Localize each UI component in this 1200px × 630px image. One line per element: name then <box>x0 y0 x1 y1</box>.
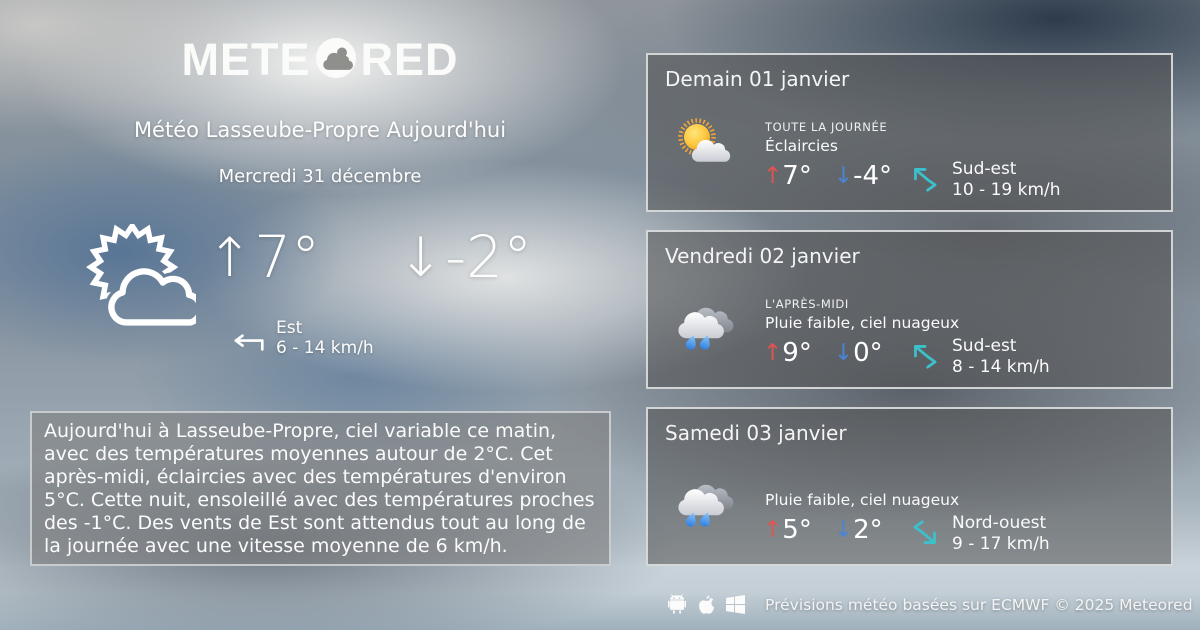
forecast-temp-max: 9° <box>782 338 812 368</box>
today-temp-max: ↑ 7° <box>207 223 321 291</box>
forecast-wind-speed: 10 - 19 km/h <box>952 180 1061 200</box>
wind-direction-southeast-icon <box>914 168 937 192</box>
down-arrow-icon: ↓ <box>833 163 854 189</box>
today-wind-direction: Est <box>276 318 303 338</box>
forecast-card-title: Demain 01 janvier <box>665 67 850 91</box>
android-icon <box>668 594 686 614</box>
page-title: Météo Lasseube-Propre Aujourd'hui <box>133 118 507 142</box>
forecast-temp-max: 7° <box>782 161 812 191</box>
sun-cloud-outline-icon <box>84 221 196 330</box>
weather-summary-text: Aujourd'hui à Lasseube-Propre, ciel vari… <box>30 411 611 567</box>
forecast-wind-speed: 8 - 14 km/h <box>952 357 1050 377</box>
forecast-condition: Pluie faible, ciel nuageux <box>765 491 960 509</box>
forecast-temp-min: 0° <box>853 338 883 368</box>
up-arrow-icon: ↑ <box>763 163 783 189</box>
apple-icon <box>699 595 714 614</box>
forecast-card-saturday: Samedi 03 janvier Pluie faible, ciel nua… <box>646 407 1173 566</box>
down-arrow-icon: ↓ <box>398 226 444 289</box>
wind-direction-southeast-icon <box>914 345 937 369</box>
wind-direction-east-icon <box>234 334 264 351</box>
up-arrow-icon: ↑ <box>763 517 783 543</box>
forecast-period-label: TOUTE LA JOURNÉE <box>765 120 888 134</box>
logo-cloud-speech-bubble-icon <box>313 37 359 83</box>
meteored-logo: METE RED <box>0 34 640 86</box>
forecast-card-title: Vendredi 02 janvier <box>665 244 860 268</box>
forecast-temp-max: 5° <box>782 515 812 545</box>
forecast-wind: Nord-ouest 9 - 17 km/h <box>908 513 1050 555</box>
current-date: Mercredi 31 décembre <box>218 166 422 187</box>
forecast-wind-speed: 9 - 17 km/h <box>952 534 1050 554</box>
today-wind-speed: 6 - 14 km/h <box>276 338 374 358</box>
forecast-temps: ↑ 9° ↓ 0° <box>763 339 883 368</box>
forecast-card-tomorrow: Demain 01 janvier TOUTE LA JOURNÉE Éclai… <box>646 53 1173 212</box>
rain-cloud-icon <box>672 294 738 354</box>
logo-text-left: METE <box>181 34 311 85</box>
today-temp-max-value: 7° <box>254 223 321 291</box>
platform-icons <box>668 594 745 614</box>
forecast-wind: Sud-est 10 - 19 km/h <box>908 159 1061 201</box>
forecast-card-title: Samedi 03 janvier <box>665 421 847 445</box>
forecast-period-label: L'APRÈS-MIDI <box>765 297 849 311</box>
logo-text-right: RED <box>360 34 459 85</box>
forecast-temp-min: 2° <box>853 515 883 545</box>
forecast-temp-min: -4° <box>853 161 893 191</box>
down-arrow-icon: ↓ <box>833 340 854 366</box>
sun-cloud-icon <box>672 117 738 177</box>
forecast-card-friday: Vendredi 02 janvier L'APRÈS-MIDI Pluie f… <box>646 230 1173 389</box>
today-temp-min: ↓ -2° <box>398 223 533 291</box>
forecast-wind: Sud-est 8 - 14 km/h <box>908 336 1050 378</box>
today-wind: Est 6 - 14 km/h <box>228 318 374 358</box>
forecast-attribution: Prévisions météo basées sur ECMWF © 2025… <box>765 596 1193 614</box>
windows-icon <box>726 594 745 614</box>
forecast-wind-direction: Sud-est <box>952 336 1017 356</box>
up-arrow-icon: ↑ <box>763 340 783 366</box>
rain-cloud-icon <box>672 471 738 531</box>
wind-direction-northwest-icon <box>913 520 936 544</box>
forecast-wind-direction: Nord-ouest <box>952 513 1047 533</box>
forecast-wind-direction: Sud-est <box>952 159 1017 179</box>
forecast-condition: Pluie faible, ciel nuageux <box>765 314 960 332</box>
down-arrow-icon: ↓ <box>833 517 854 543</box>
forecast-condition: Éclaircies <box>765 137 838 155</box>
forecast-temps: ↑ 5° ↓ 2° <box>763 516 883 545</box>
up-arrow-icon: ↑ <box>207 226 253 289</box>
today-temp-min-value: -2° <box>445 223 533 291</box>
forecast-temps: ↑ 7° ↓ -4° <box>763 162 892 191</box>
